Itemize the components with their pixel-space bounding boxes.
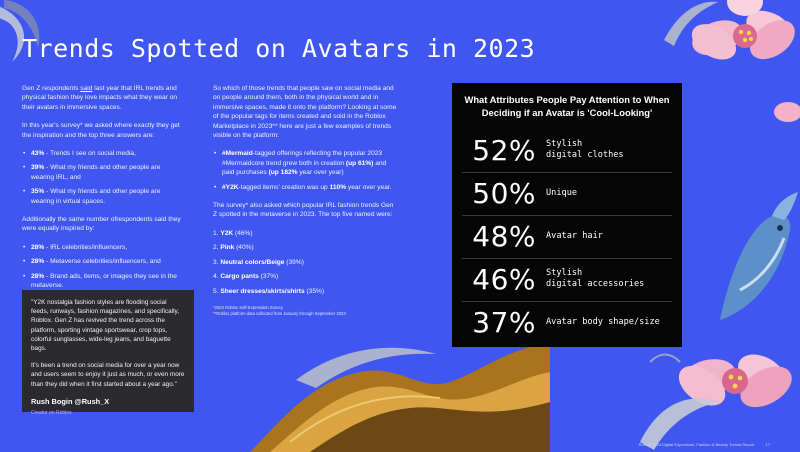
answer-text: - What my friends and other people are w… xyxy=(31,164,161,181)
attributes-panel: What Attributes People Pay Attention to … xyxy=(452,83,682,347)
answer-text: - Trends I see on social media, xyxy=(44,150,136,158)
list-item: #Y2K-tagged items' creation was up 110% … xyxy=(213,183,399,193)
trend-name: Y2K xyxy=(220,229,234,237)
inspired-text: - IRL celebrities/influencers, xyxy=(44,243,128,251)
stat-label: Avatar hair xyxy=(546,230,603,241)
tags-list: #Mermaid-tagged offerings reflecting the… xyxy=(213,149,399,192)
list-item: #Mermaid-tagged offerings reflecting the… xyxy=(213,149,399,177)
item-number: 2. xyxy=(213,244,219,252)
list-item: 1. Y2K (46%) xyxy=(213,229,399,238)
stat-percentage: 37% xyxy=(472,305,536,339)
survey-also-paragraph: The survey* also asked which popular IRL… xyxy=(213,202,394,219)
stat-row: 50% Unique xyxy=(452,176,682,210)
y2k-text: -tagged items' creation was up xyxy=(238,183,330,191)
footer-report-title: Roblox 2024 Digital Expression, Fashion … xyxy=(638,442,755,447)
inspired-by-list: 28% - IRL celebrities/influencers, 28% -… xyxy=(22,243,182,291)
divider xyxy=(462,172,672,173)
stat-percentage: 48% xyxy=(472,219,536,253)
additional-paragraph: Additionally the same number ofresponden… xyxy=(22,216,181,233)
top-five-list: 1. Y2K (46%) 2. Pink (40%) 3. Neutral co… xyxy=(213,229,399,296)
answer-pct: 35% xyxy=(31,188,45,196)
page-title: Trends Spotted on Avatars in 2023 xyxy=(22,34,536,63)
inspired-pct: 28% xyxy=(31,243,45,251)
stat-label: Avatar body shape/size xyxy=(546,316,660,327)
trend-pct: (35%) xyxy=(304,287,325,295)
mermaid-purchase-stat: (up 182% xyxy=(268,169,298,177)
y2k-text-end: year over year. xyxy=(346,183,392,191)
decorative-silver-swirl xyxy=(296,347,436,388)
divider xyxy=(462,258,672,259)
answer-pct: 43% xyxy=(31,150,45,158)
panel-title: What Attributes People Pay Attention to … xyxy=(464,94,670,118)
item-number: 3. xyxy=(213,258,219,266)
answer-text: - What my friends and other people are w… xyxy=(31,188,161,205)
footnote-1: *2023 Roblox Self-Expression Survey xyxy=(213,304,283,310)
trend-name: Pink xyxy=(220,244,235,252)
list-item: 28% - Brand ads, items, or images they s… xyxy=(22,272,182,291)
stat-row: 46% Stylish digital accessories xyxy=(452,262,682,296)
item-number: 5. xyxy=(213,287,219,295)
quote-box: "Y2K nostalgia fashion styles are floodi… xyxy=(22,290,194,416)
stat-percentage: 52% xyxy=(472,133,536,167)
top-answers-list: 43% - Trends I see on social media, 39% … xyxy=(22,149,182,206)
stat-row: 48% Avatar hair xyxy=(452,219,682,253)
y2k-stat: 110% xyxy=(329,183,347,191)
column-left: Gen Z respondents said last year that IR… xyxy=(22,84,182,300)
list-item: 2. Pink (40%) xyxy=(213,243,399,252)
item-number: 4. xyxy=(213,273,219,281)
y2k-tag: #Y2K xyxy=(222,183,239,191)
list-item: 3. Neutral colors/Beige (39%) xyxy=(213,258,399,267)
list-item: 39% - What my friends and other people a… xyxy=(22,163,182,182)
answer-pct: 39% xyxy=(31,164,45,172)
quote-author: Rush Bogin @Rush_X xyxy=(31,396,110,406)
stat-label: Unique xyxy=(546,187,578,198)
intro-paragraph: Gen Z respondents said last year that IR… xyxy=(22,84,182,112)
trend-pct: (40%) xyxy=(234,244,254,252)
quote-paragraph-1: "Y2K nostalgia fashion styles are floodi… xyxy=(31,299,180,353)
stat-row: 52% Stylish digital clothes xyxy=(452,133,682,167)
quote-author-role: Creator on Roblox xyxy=(31,410,72,417)
inspired-text: - Brand ads, items, or images they see i… xyxy=(31,272,177,290)
inspired-pct: 28% xyxy=(31,272,45,280)
stat-percentage: 50% xyxy=(472,176,536,210)
trend-name: Cargo pants xyxy=(220,273,259,281)
trend-name: Sheer dresses/skirts/shirts xyxy=(220,287,305,295)
mermaid-tag: #Mermaid xyxy=(222,150,253,158)
divider xyxy=(462,301,672,302)
trend-pct: (37%) xyxy=(258,273,279,281)
stat-label: Stylish digital accessories xyxy=(546,268,645,289)
list-item: 43% - Trends I see on social media, xyxy=(22,149,182,159)
intro-text-end: last year that IRL trends and physical f… xyxy=(22,85,178,111)
mermaid-text: -tagged offerings reflecting the popular… xyxy=(222,150,383,167)
intro-text-start: Gen Z respondents xyxy=(22,85,81,92)
stat-percentage: 46% xyxy=(472,262,536,296)
quote-paragraph-2: It's been a trend on social media for ov… xyxy=(31,362,185,388)
decorative-fish-right xyxy=(720,192,798,320)
mermaid-creation-stat: (up 61%) xyxy=(345,159,374,167)
page-footer: Roblox 2024 Digital Expression, Fashion … xyxy=(639,442,770,447)
list-item: 5. Sheer dresses/skirts/shirts (35%) xyxy=(213,287,399,296)
footnote-2: **Roblox platform data collected from Ja… xyxy=(213,310,346,316)
trend-name: Neutral colors/Beige xyxy=(220,258,285,266)
list-item: 4. Cargo pants (37%) xyxy=(213,272,399,281)
item-number: 1. xyxy=(213,229,219,237)
stat-row: 37% Avatar body shape/size xyxy=(452,305,682,339)
said-link[interactable]: said xyxy=(80,85,93,92)
stat-label: Stylish digital clothes xyxy=(546,139,624,160)
list-item: 28% - IRL celebrities/influencers, xyxy=(22,243,182,253)
trend-pct: (46%) xyxy=(233,229,253,237)
trend-pct: (39%) xyxy=(284,258,304,266)
list-item: 28% - Metaverse celebrities/influencers,… xyxy=(22,257,182,267)
column-middle: So which of those trends that people saw… xyxy=(213,84,399,316)
page-number: 17 xyxy=(765,442,770,447)
inspired-text: - Metaverse celebrities/influencers, and xyxy=(44,258,161,266)
decorative-gold-wave xyxy=(250,342,550,452)
trends-intro-paragraph: So which of those trends that people saw… xyxy=(213,85,397,140)
divider xyxy=(462,215,672,216)
inspired-pct: 28% xyxy=(31,258,45,266)
mermaid-text-end: year over year) xyxy=(297,169,344,177)
mermaid-text-mid: and paid purchases xyxy=(222,159,387,177)
list-item: 35% - What my friends and other people a… xyxy=(22,187,182,206)
survey-paragraph: In this year's survey* we asked where ex… xyxy=(22,122,180,139)
